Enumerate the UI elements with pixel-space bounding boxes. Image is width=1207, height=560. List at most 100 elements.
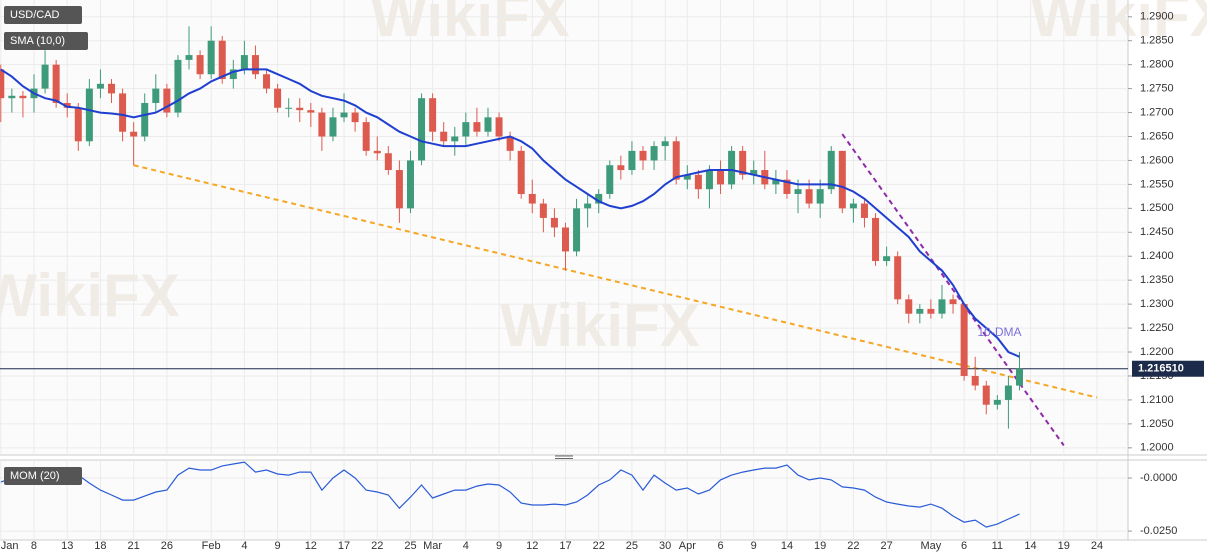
candle-body	[296, 107, 304, 111]
candle-body	[451, 136, 459, 142]
candle-body	[739, 150, 747, 175]
y-tick-label: 1.2800	[1140, 59, 1174, 71]
candle-body	[661, 141, 669, 147]
candle-body	[993, 399, 1001, 405]
candle-body	[52, 64, 60, 103]
candle-body	[717, 170, 725, 185]
candle-body	[750, 170, 758, 175]
candle-body	[141, 102, 149, 137]
candle-body	[517, 150, 525, 194]
candle-body	[196, 55, 204, 75]
x-tick-label: 11	[992, 540, 1003, 552]
candle-body	[63, 102, 71, 108]
candle-body	[185, 55, 193, 60]
candle-body	[573, 208, 581, 252]
y-tick-label: 1.2250	[1140, 322, 1174, 334]
x-tick-label: 22	[371, 540, 383, 552]
candle-body	[971, 375, 979, 386]
candle-body	[561, 227, 569, 252]
candle-body	[406, 160, 414, 209]
sma-line	[0, 68, 1020, 358]
x-tick-label: 21	[128, 540, 140, 552]
candle-body	[285, 107, 293, 109]
y-tick-label: 1.2900	[1140, 11, 1174, 23]
resize-handle[interactable]	[555, 455, 573, 459]
candle-body	[982, 385, 990, 405]
y-tick-label: 1.2500	[1140, 202, 1174, 214]
x-tick-label: 12	[305, 540, 317, 552]
candle-body	[119, 93, 127, 132]
x-tick-label: 30	[659, 540, 671, 552]
candle-body	[827, 150, 835, 190]
candle-body	[805, 189, 813, 204]
x-tick-label: 25	[626, 540, 638, 552]
y-tick-label: 1.2550	[1140, 178, 1174, 190]
candle-body	[949, 299, 957, 305]
candle-body	[218, 40, 226, 80]
candle-body	[528, 193, 536, 204]
x-tick-label: 19	[1058, 540, 1070, 552]
candle-body	[340, 112, 348, 118]
candle-body	[229, 69, 237, 80]
x-tick-label: 6	[961, 540, 967, 552]
candle-body	[883, 256, 891, 262]
candle-body	[905, 299, 913, 314]
y-tick-label: -0.0250	[1140, 525, 1177, 537]
candle-body	[550, 217, 558, 228]
candle-body	[263, 74, 271, 89]
y-tick-label: 1.2750	[1140, 83, 1174, 95]
x-tick-label: 17	[559, 540, 571, 552]
watermark: WikiFX	[0, 262, 180, 329]
x-tick-label: 19	[814, 540, 826, 552]
price-label: 1.216510	[1138, 363, 1184, 375]
candle-body	[783, 179, 791, 194]
y-tick-label: 1.2600	[1140, 154, 1174, 166]
candle-body	[672, 141, 680, 180]
candle-body	[74, 107, 82, 142]
candle-body	[484, 117, 492, 132]
candle-body	[429, 98, 437, 132]
x-tick-label: Mar	[423, 540, 442, 552]
x-tick-label: 14	[781, 540, 793, 552]
x-tick-label: May	[921, 540, 942, 552]
y-tick-label: 1.2400	[1140, 250, 1174, 262]
candle-body	[794, 189, 802, 194]
y-tick-label: -0.0000	[1140, 472, 1177, 484]
x-tick-label: 18	[94, 540, 106, 552]
candle-body	[595, 193, 603, 204]
candle-body	[927, 308, 935, 314]
legend-overlay: SMA (10,0)	[10, 35, 65, 47]
candle-body	[351, 112, 359, 123]
x-tick-label: 8	[31, 540, 37, 552]
x-tick-label: 22	[847, 540, 859, 552]
x-tick-label: 13	[61, 540, 73, 552]
candle-body	[694, 174, 702, 190]
legend-title: USD/CAD	[10, 9, 60, 21]
candle-body	[539, 203, 547, 218]
candle-body	[705, 170, 713, 190]
candle-body	[207, 40, 215, 75]
watermark: WikiFX	[500, 292, 699, 359]
y-tick-label: 1.2850	[1140, 35, 1174, 47]
mom-plot	[0, 460, 1128, 540]
candle-body	[849, 203, 857, 209]
legend-box	[4, 32, 88, 50]
candle-body	[108, 83, 116, 94]
x-tick-label: 4	[241, 540, 247, 552]
candle-body	[152, 88, 160, 103]
y-tick-label: 1.2050	[1140, 418, 1174, 430]
trendline	[133, 164, 1098, 399]
candle-body	[85, 88, 93, 142]
candle-body	[1015, 368, 1023, 386]
x-tick-label: 14	[1024, 540, 1036, 552]
x-tick-label: 9	[275, 540, 281, 552]
candle-body	[838, 150, 846, 209]
x-tick-label: 24	[1091, 540, 1103, 552]
candle-body	[683, 174, 691, 180]
candle-body	[418, 98, 426, 161]
candle-body	[650, 146, 658, 161]
y-tick-label: 1.2000	[1140, 442, 1174, 454]
candle-body	[606, 165, 614, 194]
candle-body	[728, 150, 736, 185]
y-tick-label: 1.2100	[1140, 394, 1174, 406]
